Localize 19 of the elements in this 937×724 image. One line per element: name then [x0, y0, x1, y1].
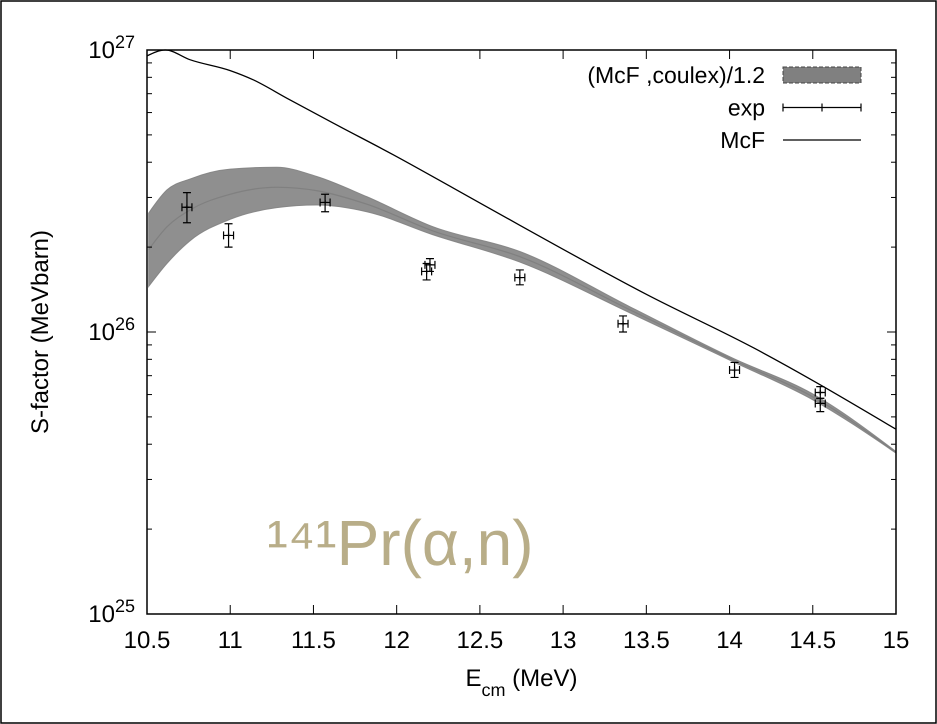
x-tick-label: 15	[882, 627, 910, 654]
y-tick-label: 10$^{25}$	[88, 596, 135, 628]
x-tick-label: 13	[550, 627, 576, 654]
y-axis-title: S-factor (MeVbarn)	[27, 230, 54, 434]
legend-label: (McF ,coulex)/1.2	[587, 62, 765, 88]
x-tick-label: 12	[383, 627, 410, 654]
x-tick-label: 10.5	[124, 627, 170, 654]
annotation: ¹⁴¹Pr(α,n)	[266, 507, 534, 579]
x-tick-label: 11.5	[290, 627, 336, 654]
x-tick-label: 14.5	[789, 627, 836, 654]
legend-label: McF	[720, 127, 765, 153]
y-tick-label: 10$^{26}$	[88, 314, 135, 346]
x-tick-label: 14	[716, 627, 743, 654]
legend-label: exp	[728, 94, 765, 120]
x-axis-title: E$_{cm}$ (MeV)	[465, 665, 578, 700]
x-tick-label: 12.5	[456, 627, 504, 654]
y-tick-label: 10$^{27}$	[88, 32, 135, 64]
x-tick-label: 11	[218, 627, 243, 654]
x-tick-label: 13.5	[622, 627, 670, 654]
